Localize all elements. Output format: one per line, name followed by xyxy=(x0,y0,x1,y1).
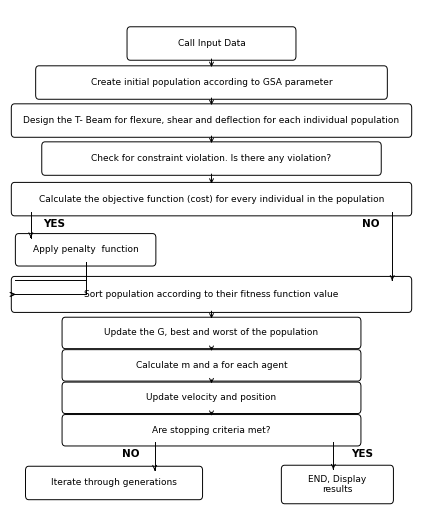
FancyBboxPatch shape xyxy=(11,104,412,137)
FancyBboxPatch shape xyxy=(42,142,381,175)
Text: YES: YES xyxy=(351,449,373,459)
Text: YES: YES xyxy=(43,220,65,230)
FancyBboxPatch shape xyxy=(62,317,361,348)
FancyBboxPatch shape xyxy=(127,27,296,60)
FancyBboxPatch shape xyxy=(36,66,387,99)
FancyBboxPatch shape xyxy=(62,350,361,381)
FancyBboxPatch shape xyxy=(11,182,412,216)
Text: Update velocity and position: Update velocity and position xyxy=(146,393,277,402)
Text: NO: NO xyxy=(362,220,379,230)
Text: Check for constraint violation. Is there any violation?: Check for constraint violation. Is there… xyxy=(91,154,332,163)
Text: Calculate m and a for each agent: Calculate m and a for each agent xyxy=(136,361,287,370)
Text: Are stopping criteria met?: Are stopping criteria met? xyxy=(152,426,271,435)
Text: Calculate the objective function (cost) for every individual in the population: Calculate the objective function (cost) … xyxy=(39,195,384,204)
Text: Sort population according to their fitness function value: Sort population according to their fitne… xyxy=(84,290,339,299)
Text: Call Input Data: Call Input Data xyxy=(178,39,245,48)
Text: Design the T- Beam for flexure, shear and deflection for each individual populat: Design the T- Beam for flexure, shear an… xyxy=(23,116,400,125)
Text: NO: NO xyxy=(121,449,139,459)
FancyBboxPatch shape xyxy=(62,382,361,413)
FancyBboxPatch shape xyxy=(62,414,361,446)
Text: Iterate through generations: Iterate through generations xyxy=(51,478,177,487)
FancyBboxPatch shape xyxy=(15,233,156,266)
Text: Apply penalty  function: Apply penalty function xyxy=(33,246,138,254)
Text: Update the G, best and worst of the population: Update the G, best and worst of the popu… xyxy=(104,328,319,337)
FancyBboxPatch shape xyxy=(11,277,412,313)
FancyBboxPatch shape xyxy=(281,465,393,504)
Text: END, Display
results: END, Display results xyxy=(308,475,366,494)
Text: Create initial population according to GSA parameter: Create initial population according to G… xyxy=(91,78,332,87)
FancyBboxPatch shape xyxy=(25,466,203,499)
